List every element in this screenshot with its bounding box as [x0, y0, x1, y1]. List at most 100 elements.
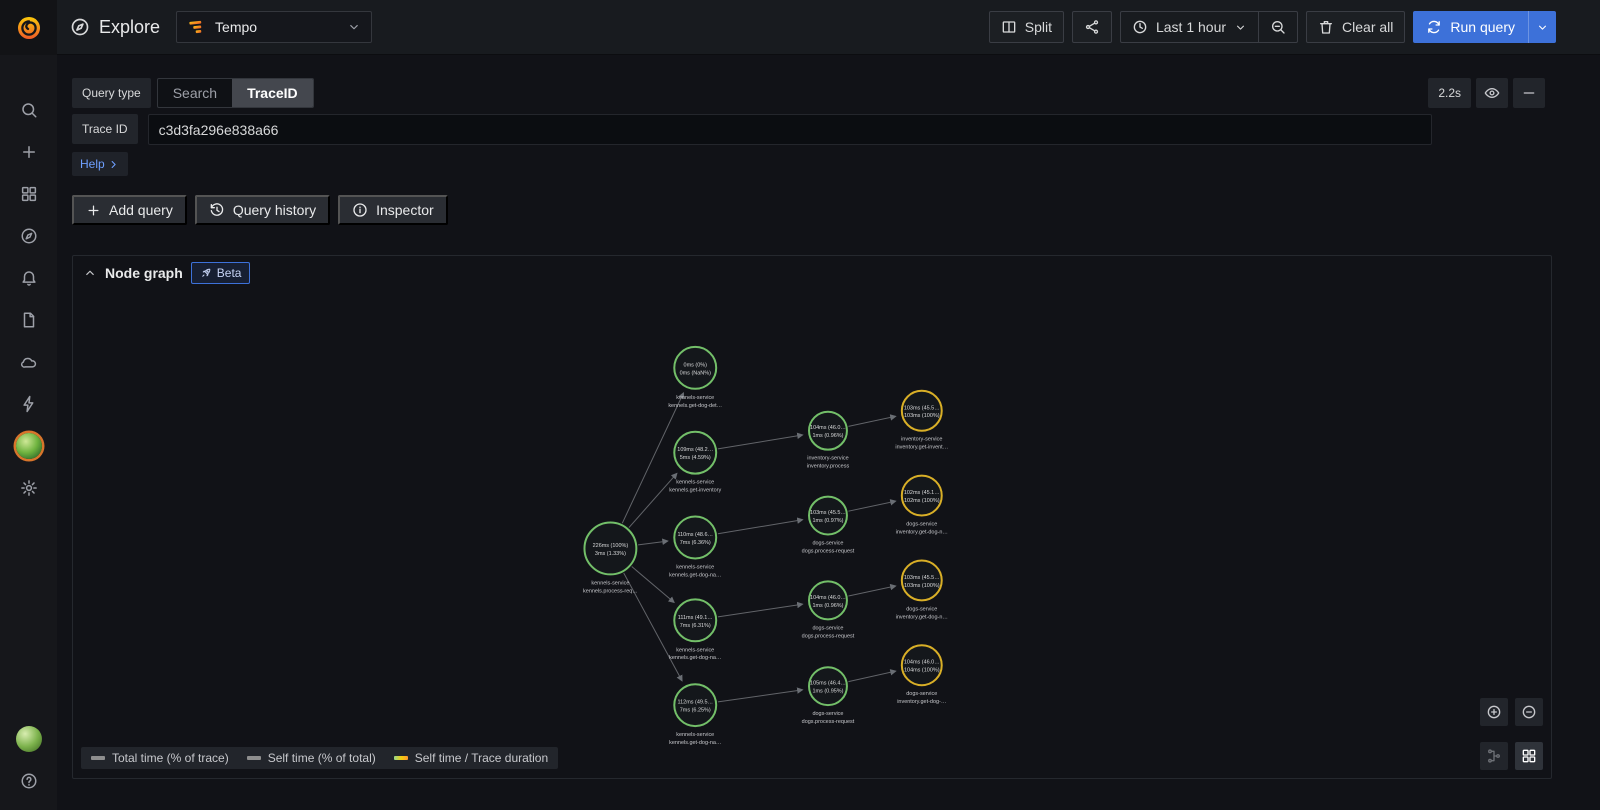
sidebar-item-cloud[interactable] — [9, 343, 49, 381]
sidebar-item-explore[interactable] — [9, 217, 49, 255]
svg-text:dogs-service: dogs-service — [812, 711, 843, 717]
graph-node-m4[interactable]: 105ms (46.4…1ms (0.95%)dogs-servicedogs.… — [802, 667, 855, 725]
svg-text:226ms (100%): 226ms (100%) — [593, 543, 629, 549]
query-history-button[interactable]: Query history — [195, 195, 330, 225]
graph-zoom-out-button[interactable] — [1515, 698, 1543, 726]
share-icon — [1084, 19, 1100, 35]
add-query-button[interactable]: Add query — [72, 195, 187, 225]
sidebar-item-add[interactable] — [9, 133, 49, 171]
trace-id-label: Trace ID — [72, 114, 138, 144]
query-type-option-traceid[interactable]: TraceID — [232, 79, 313, 107]
datasource-name: Tempo — [215, 19, 338, 35]
file-icon — [20, 311, 38, 329]
svg-text:kennels.get-dog-na…: kennels.get-dog-na… — [669, 740, 721, 746]
panel-title[interactable]: Node graph — [105, 265, 183, 281]
svg-text:dogs-service: dogs-service — [906, 522, 937, 528]
toggle-visibility-button[interactable] — [1476, 78, 1508, 108]
svg-text:104ms (100%): 104ms (100%) — [904, 668, 940, 674]
legend-swatch — [394, 756, 408, 760]
svg-text:102ms (45.1…: 102ms (45.1… — [904, 490, 940, 496]
graph-node-m1[interactable]: 104ms (46.0…1ms (0.96%)inventory-service… — [807, 412, 850, 470]
run-query-dropdown-toggle[interactable] — [1529, 11, 1556, 43]
chevron-down-icon — [347, 20, 361, 34]
grid-layout-icon — [1521, 748, 1537, 764]
graph-layout-grid-button[interactable] — [1515, 742, 1543, 770]
sidebar-item-app-world[interactable] — [9, 427, 49, 465]
svg-text:dogs-service: dogs-service — [906, 606, 937, 612]
graph-node-k4[interactable]: 111ms (49.1…7ms (6.31%)kennels-serviceke… — [669, 599, 721, 661]
node-graph-canvas[interactable]: 226ms (100%)3ms (1.33%)kennels-serviceke… — [73, 290, 1551, 778]
graph-edge-m4-r4 — [848, 671, 895, 682]
svg-text:102ms (100%): 102ms (100%) — [904, 498, 940, 504]
split-button[interactable]: Split — [989, 11, 1064, 43]
collapse-panel-icon[interactable] — [83, 266, 97, 280]
legend-item: Self time (% of total) — [247, 751, 376, 765]
sidebar-item-dashboards[interactable] — [9, 175, 49, 213]
graph-edge-m2-r2 — [848, 501, 895, 511]
svg-text:0ms (NaN%): 0ms (NaN%) — [680, 370, 711, 376]
sidebar-item-docs[interactable] — [9, 301, 49, 339]
sidebar-item-search[interactable] — [9, 91, 49, 129]
trace-id-input[interactable] — [148, 114, 1432, 145]
svg-text:1ms (0.95%): 1ms (0.95%) — [812, 689, 843, 695]
help-link[interactable]: Help — [72, 152, 128, 176]
sidebar-item-profile[interactable] — [9, 720, 49, 758]
graph-node-k1[interactable]: 0ms (0%)0ms (NaN%)kennels-servicekennels… — [668, 347, 722, 409]
svg-text:103ms (100%): 103ms (100%) — [904, 413, 940, 419]
graph-node-k2[interactable]: 109ms (48.2…5ms (4.59%)kennels-serviceke… — [669, 432, 721, 494]
legend-label: Self time (% of total) — [268, 751, 376, 765]
graph-node-r4[interactable]: 104ms (46.0…104ms (100%)dogs-serviceinve… — [897, 645, 946, 705]
graph-edge-root-k4 — [632, 567, 674, 603]
graph-node-r3[interactable]: 103ms (45.5…103ms (100%)dogs-serviceinve… — [896, 560, 948, 620]
graph-layout-hierarchy-button[interactable] — [1480, 742, 1508, 770]
svg-text:7ms (6.25%): 7ms (6.25%) — [680, 708, 711, 714]
svg-text:104ms (46.0…: 104ms (46.0… — [810, 425, 846, 431]
graph-zoom-in-button[interactable] — [1480, 698, 1508, 726]
history-icon — [209, 202, 225, 218]
svg-text:dogs.process-request: dogs.process-request — [802, 719, 855, 725]
sidebar-item-alerting[interactable] — [9, 259, 49, 297]
time-zoom-out-button[interactable] — [1259, 12, 1297, 42]
graph-node-k5[interactable]: 112ms (49.5…7ms (6.25%)kennels-serviceke… — [669, 684, 721, 746]
share-button[interactable] — [1072, 11, 1112, 43]
svg-text:1ms (0.96%): 1ms (0.96%) — [812, 433, 843, 439]
hierarchy-layout-icon — [1486, 748, 1502, 764]
inspector-label: Inspector — [376, 202, 434, 218]
sidebar-item-settings[interactable] — [9, 469, 49, 507]
chevron-right-icon — [107, 158, 120, 171]
graph-node-r2[interactable]: 102ms (45.1…102ms (100%)dogs-serviceinve… — [896, 476, 948, 536]
svg-text:110ms (48.6…: 110ms (48.6… — [678, 532, 713, 538]
svg-text:kennels-service: kennels-service — [676, 647, 714, 653]
remove-query-button[interactable] — [1513, 78, 1545, 108]
search-icon — [20, 101, 38, 119]
node-graph-legend: Total time (% of trace)Self time (% of t… — [81, 747, 558, 769]
run-query-button[interactable]: Run query — [1413, 11, 1556, 43]
sidebar-item-help[interactable] — [9, 762, 49, 800]
graph-node-r1[interactable]: 103ms (45.5…103ms (100%)inventory-servic… — [895, 391, 948, 451]
svg-text:inventory.get-invent…: inventory.get-invent… — [895, 445, 948, 451]
page-title: Explore — [70, 17, 160, 38]
datasource-picker[interactable]: Tempo — [176, 11, 372, 43]
svg-text:kennels.get-dog-det…: kennels.get-dog-det… — [668, 403, 722, 409]
inspector-button[interactable]: Inspector — [338, 195, 448, 225]
legend-label: Self time / Trace duration — [415, 751, 548, 765]
svg-text:kennels-service: kennels-service — [676, 564, 714, 570]
clear-all-button[interactable]: Clear all — [1306, 11, 1405, 43]
graph-node-k3[interactable]: 110ms (48.6…7ms (6.36%)kennels-serviceke… — [669, 517, 721, 579]
sync-icon — [1426, 19, 1442, 35]
sidebar-item-admin[interactable] — [9, 385, 49, 423]
beta-badge[interactable]: Beta — [191, 262, 251, 284]
page-title-text: Explore — [99, 17, 160, 38]
graph-node-m3[interactable]: 104ms (46.0…1ms (0.96%)dogs-servicedogs.… — [802, 581, 855, 639]
gear-icon — [20, 479, 38, 497]
minus-circle-icon — [1521, 704, 1537, 720]
grafana-logo[interactable] — [0, 0, 57, 55]
cloud-icon — [20, 353, 38, 371]
explore-toolbar: Explore Tempo Split Last 1 hour Clea — [57, 0, 1600, 55]
split-label: Split — [1025, 19, 1052, 35]
svg-text:kennels-service: kennels-service — [676, 732, 714, 738]
query-type-option-search[interactable]: Search — [158, 79, 232, 107]
explore-compass-icon — [70, 17, 90, 37]
time-range-button[interactable]: Last 1 hour — [1121, 12, 1258, 42]
graph-node-m2[interactable]: 103ms (45.5…1ms (0.97%)dogs-servicedogs.… — [802, 497, 855, 555]
